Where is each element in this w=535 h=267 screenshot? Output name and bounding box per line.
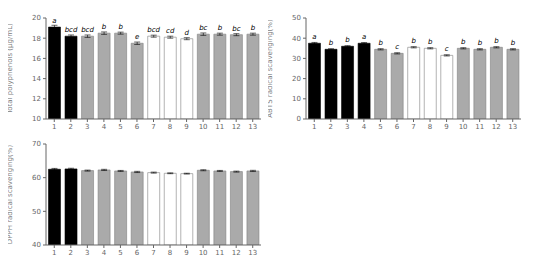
svg-text:bcd: bcd	[147, 26, 160, 34]
svg-text:c: c	[445, 45, 449, 53]
svg-text:b: b	[478, 39, 483, 47]
svg-text:ABTS radical scavenging(%): ABTS radical scavenging(%)	[268, 19, 274, 118]
svg-text:40: 40	[32, 241, 41, 249]
svg-text:b: b	[345, 36, 350, 44]
svg-text:20: 20	[32, 14, 41, 22]
svg-text:3: 3	[85, 123, 89, 131]
svg-text:bcd: bcd	[65, 26, 78, 34]
svg-text:b: b	[511, 39, 516, 47]
svg-text:9: 9	[184, 123, 188, 131]
svg-text:4: 4	[102, 123, 107, 131]
svg-text:b: b	[428, 38, 433, 46]
svg-text:4: 4	[362, 123, 367, 131]
svg-text:2: 2	[69, 249, 73, 257]
svg-text:60: 60	[32, 174, 41, 182]
svg-text:70: 70	[32, 140, 41, 148]
svg-text:c: c	[395, 43, 399, 51]
svg-text:b: b	[251, 24, 256, 32]
svg-text:bcd: bcd	[81, 26, 94, 34]
svg-text:12: 12	[232, 123, 241, 131]
svg-text:d: d	[185, 29, 190, 37]
svg-text:6: 6	[135, 249, 140, 257]
svg-text:50: 50	[292, 14, 301, 22]
svg-text:b: b	[378, 39, 383, 47]
svg-text:8: 8	[428, 123, 432, 131]
svg-text:bc: bc	[199, 24, 207, 32]
svg-text:9: 9	[444, 123, 448, 131]
svg-text:16: 16	[32, 55, 41, 63]
svg-text:a: a	[52, 17, 56, 25]
svg-text:10: 10	[459, 123, 468, 131]
svg-text:12: 12	[232, 249, 241, 257]
svg-text:11: 11	[215, 249, 224, 257]
svg-text:7: 7	[411, 123, 415, 131]
svg-text:b: b	[218, 24, 223, 32]
svg-text:6: 6	[395, 123, 400, 131]
svg-text:4: 4	[102, 249, 107, 257]
svg-text:3: 3	[85, 249, 89, 257]
svg-text:8: 8	[168, 249, 172, 257]
svg-text:9: 9	[184, 249, 188, 257]
svg-text:DPPH radical scavenging(%): DPPH radical scavenging(%)	[8, 145, 14, 245]
svg-text:e: e	[135, 33, 139, 41]
svg-text:18: 18	[32, 35, 41, 43]
svg-text:30: 30	[292, 55, 301, 63]
svg-text:5: 5	[118, 249, 122, 257]
svg-text:Total polyphenols (μg/mL): Total polyphenols (μg/mL)	[8, 23, 14, 115]
svg-text:14: 14	[32, 75, 41, 83]
svg-text:5: 5	[118, 123, 122, 131]
svg-text:b: b	[118, 23, 123, 31]
svg-text:bc: bc	[232, 25, 240, 33]
svg-text:13: 13	[248, 123, 257, 131]
svg-text:10: 10	[199, 123, 208, 131]
svg-text:b: b	[461, 38, 466, 46]
svg-text:10: 10	[32, 115, 41, 123]
svg-text:0: 0	[297, 115, 301, 123]
svg-text:40: 40	[292, 35, 301, 43]
svg-text:3: 3	[345, 123, 349, 131]
svg-text:a: a	[362, 33, 366, 41]
svg-text:5: 5	[378, 123, 382, 131]
svg-text:6: 6	[135, 123, 140, 131]
svg-text:11: 11	[215, 123, 224, 131]
svg-text:b: b	[102, 23, 107, 31]
svg-text:1: 1	[52, 249, 56, 257]
svg-text:b: b	[411, 37, 416, 45]
svg-text:13: 13	[508, 123, 517, 131]
svg-text:10: 10	[292, 95, 301, 103]
svg-text:b: b	[494, 37, 499, 45]
svg-text:2: 2	[329, 123, 333, 131]
svg-text:a: a	[312, 33, 316, 41]
svg-text:10: 10	[199, 249, 208, 257]
svg-text:13: 13	[248, 249, 257, 257]
svg-text:50: 50	[32, 208, 41, 216]
svg-text:1: 1	[312, 123, 316, 131]
svg-text:b: b	[329, 39, 334, 47]
svg-text:cd: cd	[166, 27, 175, 35]
svg-text:7: 7	[151, 123, 155, 131]
svg-text:11: 11	[475, 123, 484, 131]
svg-text:12: 12	[492, 123, 501, 131]
svg-text:1: 1	[52, 123, 56, 131]
svg-text:8: 8	[168, 123, 172, 131]
svg-text:2: 2	[69, 123, 73, 131]
svg-text:7: 7	[151, 249, 155, 257]
svg-text:12: 12	[32, 95, 41, 103]
svg-text:20: 20	[292, 75, 301, 83]
